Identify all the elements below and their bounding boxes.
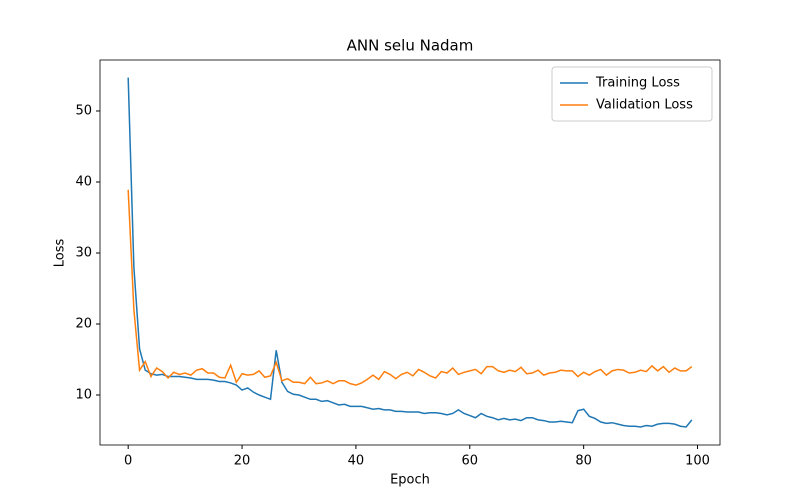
y-tick-label: 30 xyxy=(75,245,92,260)
x-tick-label: 60 xyxy=(462,454,479,469)
x-tick-label: 80 xyxy=(575,454,592,469)
x-tick-label: 20 xyxy=(234,454,251,469)
chart-title: ANN selu Nadam xyxy=(347,37,474,55)
legend-box xyxy=(551,66,713,122)
x-tick-label: 40 xyxy=(348,454,365,469)
line-series xyxy=(127,189,693,386)
y-tick-label: 10 xyxy=(75,388,92,403)
y-tick-label: 50 xyxy=(75,103,92,118)
legend-label: Training Loss xyxy=(595,76,680,91)
y-tick-label: 20 xyxy=(75,317,92,332)
y-tick-label: 40 xyxy=(75,174,92,189)
y-axis-label: Loss xyxy=(53,239,68,268)
plot-frame xyxy=(99,59,721,446)
legend-label: Validation Loss xyxy=(596,98,693,113)
line-series xyxy=(127,77,693,428)
x-tick-label: 100 xyxy=(685,454,710,469)
x-axis-label: Epoch xyxy=(390,473,430,488)
x-tick-label: 0 xyxy=(124,454,132,469)
